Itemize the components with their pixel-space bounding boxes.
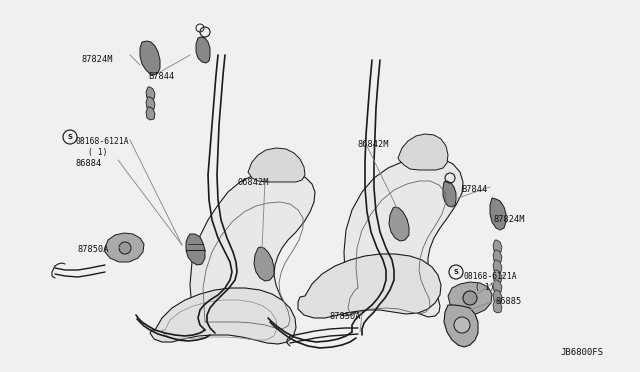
Text: S: S [454,269,458,275]
Text: 87824M: 87824M [82,55,113,64]
Polygon shape [490,198,506,230]
Text: 86884: 86884 [76,159,102,168]
Polygon shape [389,207,409,241]
Polygon shape [146,107,155,120]
Polygon shape [150,288,296,344]
Text: B7844: B7844 [461,185,487,194]
Polygon shape [298,254,441,318]
Text: 87824M: 87824M [494,215,525,224]
Text: ( 1): ( 1) [88,148,108,157]
Polygon shape [398,134,448,170]
Polygon shape [340,157,463,317]
Text: S: S [67,134,72,140]
Text: 08168-6121A: 08168-6121A [463,272,516,281]
Text: ( 1): ( 1) [475,283,495,292]
Text: B7844: B7844 [148,72,174,81]
Circle shape [119,242,131,254]
Polygon shape [493,290,502,303]
Polygon shape [493,280,502,293]
Text: 06842M: 06842M [238,178,269,187]
Polygon shape [493,270,502,283]
Polygon shape [493,300,502,313]
Polygon shape [105,233,144,262]
Text: 87850A: 87850A [78,245,109,254]
Polygon shape [248,148,305,182]
Polygon shape [140,41,160,75]
Text: 86885: 86885 [496,297,522,306]
Polygon shape [146,97,155,110]
Polygon shape [444,305,478,347]
Text: 08168-6121A: 08168-6121A [76,137,130,146]
Circle shape [454,317,470,333]
Polygon shape [493,260,502,273]
Text: 87850A: 87850A [330,312,362,321]
Polygon shape [146,87,155,100]
Text: 86842M: 86842M [358,140,390,149]
Polygon shape [190,170,315,338]
Polygon shape [443,181,456,207]
Polygon shape [493,250,502,263]
Circle shape [463,291,477,305]
Polygon shape [448,282,492,314]
Polygon shape [186,234,205,265]
Polygon shape [254,247,274,281]
Text: JB6800FS: JB6800FS [560,348,603,357]
Polygon shape [196,37,210,63]
Polygon shape [493,240,502,253]
